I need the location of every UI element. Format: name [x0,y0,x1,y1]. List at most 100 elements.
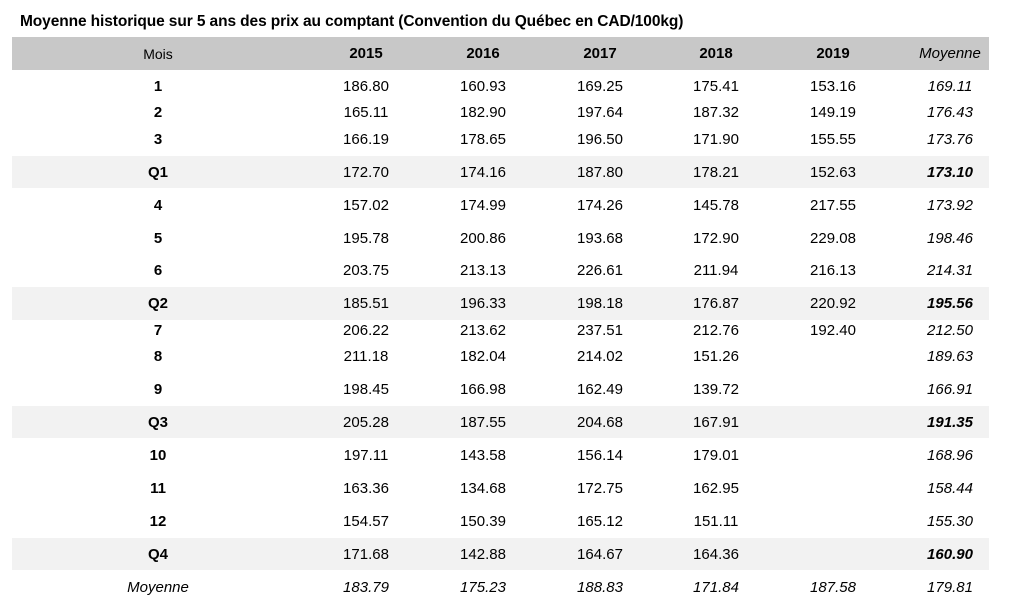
value-cell-2016: 134.68 [460,479,506,497]
value-cell-2018: 145.78 [693,196,739,214]
row-label: 3 [153,130,163,148]
value-cell-2015: 185.51 [343,295,389,312]
value-cell-2018: 162.95 [693,479,739,497]
header-2017: 2017 [583,45,617,62]
average-cell: 198.46 [927,229,973,247]
table-row: 3 166.19 178.65 196.50 171.90 155.55 173.76 [12,126,989,152]
value-cell-2017: 188.83 [577,578,623,596]
value-cell-2018: 171.84 [693,578,739,596]
table-title: Moyenne historique sur 5 ans des prix au… [20,13,684,30]
value-cell-2018: 212.76 [693,321,739,339]
value-cell-2015: 186.80 [343,77,389,95]
average-cell: 212.50 [927,321,973,339]
value-cell-2019: 216.13 [810,261,856,279]
value-cell-2016: 213.62 [460,321,506,339]
value-cell-2019 [778,373,888,405]
table-row: 12 154.57 150.39 165.12 151.11 155.30 [12,505,989,537]
value-cell-2016: 182.04 [460,347,506,365]
value-cell-2015: 154.57 [343,512,389,530]
value-cell-2019: 155.55 [810,130,856,148]
row-label: Q4 [147,545,168,563]
value-cell-2015: 163.36 [343,479,389,497]
average-cell: 189.63 [927,347,973,365]
row-label: 12 [149,512,167,530]
value-cell-2018: 176.87 [693,295,739,312]
value-cell-2016: 150.39 [460,512,506,530]
average-cell: 169.11 [927,77,973,95]
value-cell-2019 [778,406,888,438]
value-cell-2017: 237.51 [577,321,623,339]
average-row: Moyenne 183.79 175.23 188.83 171.84 187.58 179… [12,571,989,603]
average-cell: 179.81 [927,578,973,596]
average-cell: 173.76 [927,130,973,148]
value-cell-2016: 166.98 [460,380,506,398]
value-cell-2015: 203.75 [343,261,389,279]
value-cell-2018: 187.32 [693,103,739,121]
value-cell-2019 [778,505,888,537]
value-cell-2019: 187.58 [810,578,856,596]
header-2019: 2019 [816,45,850,62]
value-cell-2019 [778,538,888,570]
average-cell: 176.43 [927,103,973,121]
value-cell-2015: 183.79 [343,578,389,596]
average-cell: 160.90 [927,545,973,563]
table-row: 1 186.80 160.93 169.25 175.41 153.16 169.11 [12,73,989,99]
row-label: 1 [153,77,163,95]
value-cell-2019: 149.19 [810,103,856,121]
row-label: 9 [153,380,163,398]
value-cell-2017: 204.68 [577,413,623,431]
value-cell-2015: 171.68 [343,545,389,563]
row-label: Moyenne [127,578,189,596]
average-cell: 195.56 [927,295,973,312]
value-cell-2015: 211.18 [343,347,389,365]
header-2018: 2018 [699,45,733,62]
table-row: 4 157.02 174.99 174.26 145.78 217.55 173.92 [12,189,989,221]
quarter-row: Q4 171.68 142.88 164.67 164.36 160.90 [12,538,989,570]
value-cell-2017: 165.12 [577,512,623,530]
value-cell-2015: 198.45 [343,380,389,398]
value-cell-2015: 195.78 [343,229,389,247]
value-cell-2016: 213.13 [460,261,506,279]
row-label: 5 [153,229,163,247]
value-cell-2016: 142.88 [460,545,506,563]
value-cell-2018: 139.72 [693,380,739,398]
table-row: 5 195.78 200.86 193.68 172.90 229.08 198.46 [12,222,989,254]
value-cell-2018: 175.41 [693,77,739,95]
value-cell-2016: 178.65 [460,130,506,148]
row-label: 2 [153,103,163,121]
value-cell-2017: 226.61 [577,261,623,279]
value-cell-2018: 211.94 [693,261,739,279]
value-cell-2015: 197.11 [343,446,389,464]
table-row: 8 211.18 182.04 214.02 151.26 189.63 [12,340,989,372]
table-row: 10 197.11 143.58 156.14 179.01 168.96 [12,439,989,471]
value-cell-2018: 171.90 [693,130,739,148]
value-cell-2016: 200.86 [460,229,506,247]
average-cell: 168.96 [927,446,973,464]
value-cell-2017: 214.02 [577,347,623,365]
value-cell-2017: 162.49 [577,380,623,398]
table-row: 6 203.75 213.13 226.61 211.94 216.13 214.31 [12,254,989,286]
value-cell-2016: 174.99 [460,196,506,214]
average-cell: 166.91 [927,380,973,398]
quarter-row: Q3 205.28 187.55 204.68 167.91 191.35 [12,406,989,438]
quarter-row: Q1 172.70 174.16 187.80 178.21 152.63 173.10 [12,156,989,188]
value-cell-2018: 179.01 [693,446,739,464]
value-cell-2018: 164.36 [693,545,739,563]
value-cell-2017: 164.67 [577,545,623,563]
value-cell-2017: 193.68 [577,229,623,247]
average-cell: 173.92 [927,196,973,214]
value-cell-2016: 175.23 [460,578,506,596]
header-moyenne: Moyenne [919,45,981,62]
row-label: Q3 [147,413,168,431]
value-cell-2016: 160.93 [460,77,506,95]
value-cell-2019: 217.55 [810,196,856,214]
value-cell-2018: 151.26 [693,347,739,365]
table-row: 11 163.36 134.68 172.75 162.95 158.44 [12,472,989,504]
value-cell-2018: 151.11 [693,512,739,530]
value-cell-2015: 166.19 [343,130,389,148]
average-cell: 173.10 [927,163,973,181]
header-2016: 2016 [466,45,500,62]
row-label: 6 [153,261,163,279]
row-label: 4 [153,196,163,214]
average-cell: 191.35 [927,413,973,431]
